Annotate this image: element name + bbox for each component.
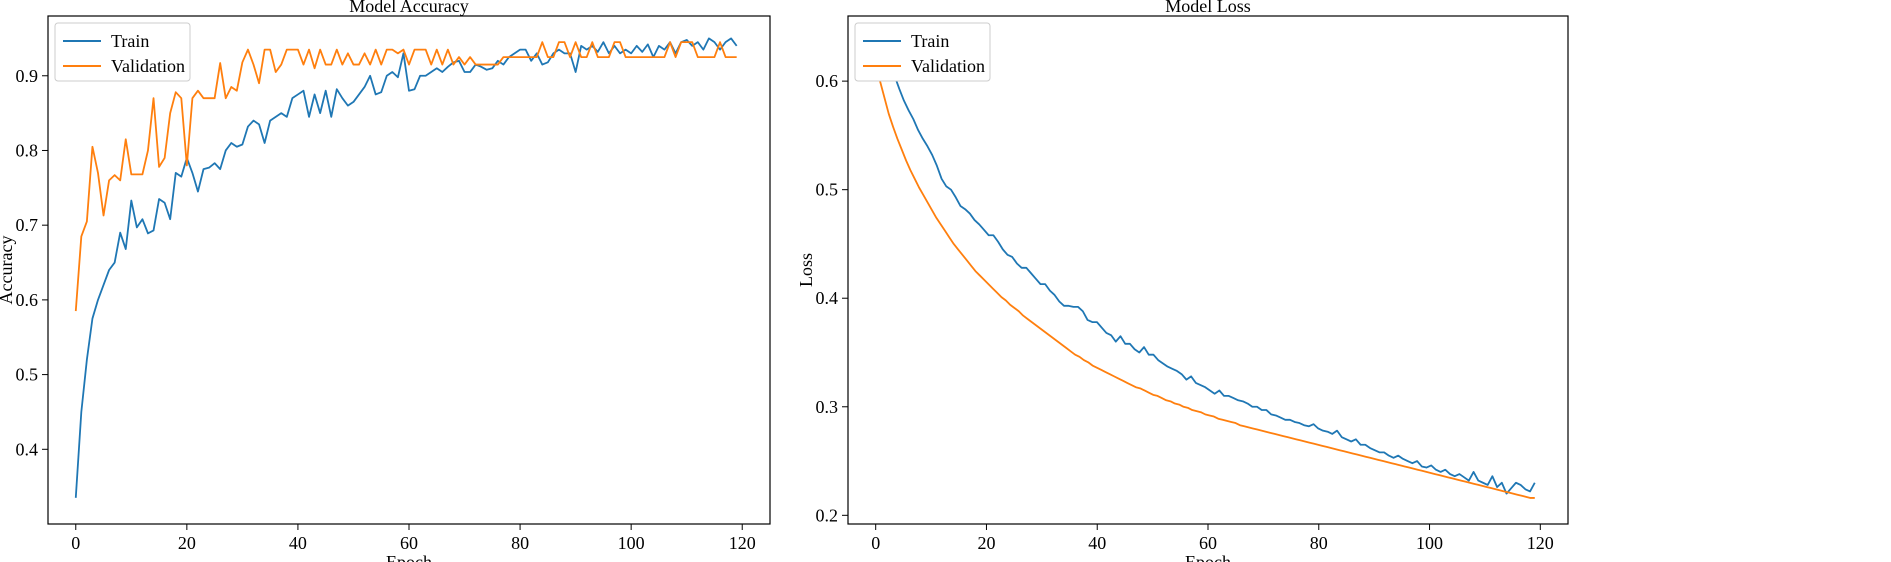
- accuracy-legend: Train Validation: [54, 22, 191, 82]
- accuracy-y-axis-label: Accuracy: [0, 236, 16, 305]
- y-tick-label: 0.2: [816, 505, 839, 525]
- loss-legend: Train Validation: [854, 22, 991, 82]
- accuracy-chart-title: Model Accuracy: [349, 0, 468, 16]
- accuracy-series-lines: [74, 37, 738, 498]
- x-tick-label: 60: [400, 533, 418, 553]
- accuracy-chart: 0 20 40 60 80 100 120 0.4 0.5 0.6 0.7 0.8 0.9 Model …: [0, 0, 771, 562]
- accuracy-ticks: 0 20 40 60 80 100 120 0.4 0.5 0.6 0.7 0.8 0.9: [16, 66, 756, 553]
- y-tick-label: 0.4: [16, 439, 39, 459]
- x-tick-label: 60: [1199, 533, 1217, 553]
- loss-ticks: 0 20 40 60 80 100 120 0.2 0.3 0.4 0.5 0.6: [816, 71, 1554, 553]
- x-tick-label: 20: [977, 533, 995, 553]
- loss-x-axis-label: Epoch: [1185, 552, 1231, 562]
- y-tick-label: 0.6: [816, 71, 839, 91]
- x-tick-label: 120: [1527, 533, 1554, 553]
- accuracy-x-axis-label: Epoch: [386, 552, 432, 562]
- loss-y-axis-label: Loss: [796, 253, 816, 287]
- loss-legend-train-label: Train: [911, 31, 949, 51]
- loss-chart: 0 20 40 60 80 100 120 0.2 0.3 0.4 0.5 0.6 Model Los…: [796, 0, 1569, 562]
- loss-chart-title: Model Loss: [1165, 0, 1251, 16]
- x-tick-label: 120: [729, 533, 756, 553]
- y-tick-label: 0.5: [16, 365, 39, 385]
- y-tick-label: 0.3: [816, 397, 839, 417]
- accuracy-legend-train-label: Train: [111, 31, 149, 51]
- x-tick-label: 40: [289, 533, 307, 553]
- loss-series-lines: [874, 31, 1536, 499]
- accuracy-plot-frame: [47, 15, 771, 525]
- x-tick-label: 0: [871, 533, 880, 553]
- x-tick-label: 100: [1416, 533, 1443, 553]
- y-tick-label: 0.4: [816, 288, 839, 308]
- y-tick-label: 0.8: [16, 140, 39, 160]
- series-line-validation: [74, 41, 737, 312]
- x-tick-label: 80: [1310, 533, 1328, 553]
- x-tick-label: 80: [511, 533, 529, 553]
- y-tick-label: 0.5: [816, 180, 839, 200]
- x-tick-label: 0: [71, 533, 80, 553]
- y-tick-label: 0.7: [16, 215, 39, 235]
- series-line-train: [74, 37, 738, 498]
- series-line-train: [874, 31, 1536, 495]
- loss-plot-frame: [847, 15, 1569, 525]
- y-tick-label: 0.6: [16, 290, 39, 310]
- y-tick-label: 0.9: [16, 66, 39, 86]
- x-tick-label: 100: [618, 533, 645, 553]
- accuracy-legend-validation-label: Validation: [111, 56, 185, 76]
- x-tick-label: 40: [1088, 533, 1106, 553]
- loss-legend-validation-label: Validation: [911, 56, 985, 76]
- series-line-validation: [874, 59, 1535, 499]
- x-tick-label: 20: [178, 533, 196, 553]
